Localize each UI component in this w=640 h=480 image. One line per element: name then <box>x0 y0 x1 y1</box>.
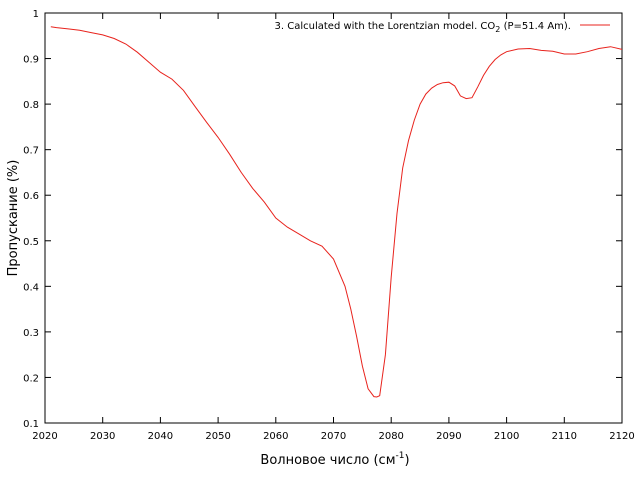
x-tick-label: 2090 <box>436 431 461 442</box>
x-axis-label: Волновое число (см-1) <box>260 451 409 468</box>
legend-label-main: 3. Calculated with the Lorentzian model.… <box>275 21 496 32</box>
y-tick-label: 0.8 <box>23 100 39 111</box>
y-tick-label: 0.3 <box>23 328 39 339</box>
x-tick-label: 2060 <box>263 431 288 442</box>
y-tick-label: 0.2 <box>23 373 39 384</box>
legend-label-subscript: 2 <box>495 25 500 34</box>
x-tick-label: 2110 <box>552 431 577 442</box>
y-tick-label: 1 <box>33 9 39 20</box>
legend-label-suffix: (P=51.4 Am). <box>500 21 571 32</box>
x-axis-label-suffix: ) <box>404 453 409 468</box>
x-axis-label-superscript: -1 <box>396 451 405 461</box>
x-tick-label: 2050 <box>205 431 230 442</box>
legend: 3. Calculated with the Lorentzian model.… <box>275 21 610 34</box>
x-tick-label: 2120 <box>609 431 634 442</box>
x-tick-label: 2100 <box>494 431 519 442</box>
y-axis: 0.1 0.2 0.3 0.4 0.5 0.6 0.7 0.8 0.9 1 <box>23 9 622 430</box>
y-tick-label: 0.7 <box>23 146 39 157</box>
y-tick-label: 0.9 <box>23 55 39 66</box>
y-tick-label: 0.6 <box>23 191 39 202</box>
y-tick-label: 0.4 <box>23 282 39 293</box>
legend-label: 3. Calculated with the Lorentzian model.… <box>275 21 571 34</box>
plot-frame <box>44 12 623 424</box>
x-tick-label: 2040 <box>148 431 173 442</box>
y-tick-label: 0.5 <box>23 237 39 248</box>
x-tick-label: 2030 <box>90 431 115 442</box>
y-axis-label: Пропускание (%) <box>6 160 21 277</box>
x-tick-label: 2020 <box>32 431 57 442</box>
series-line <box>50 26 623 398</box>
x-axis: 2020 2030 2040 2050 2060 2070 2080 2090 2100 2110… <box>32 13 635 442</box>
y-tick-label: 0.1 <box>23 419 39 430</box>
series-layer <box>50 26 623 398</box>
x-axis-label-main: Волновое число (см <box>260 453 395 468</box>
x-tick-label: 2070 <box>321 431 346 442</box>
x-tick-label: 2080 <box>378 431 403 442</box>
